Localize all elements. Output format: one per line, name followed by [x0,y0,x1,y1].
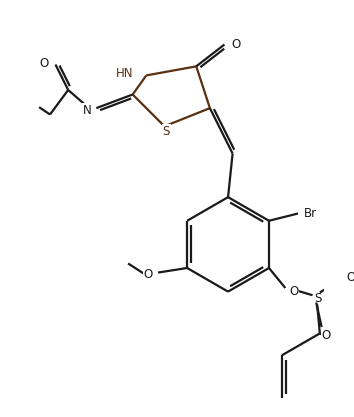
Text: N: N [83,104,92,117]
Text: S: S [314,292,322,305]
Text: O: O [322,329,331,342]
Text: HN: HN [116,67,133,80]
Text: O: O [143,269,153,281]
Text: O: O [40,57,49,70]
Text: O: O [289,285,298,298]
Text: Br: Br [303,207,316,220]
Text: O: O [346,271,354,284]
Text: O: O [232,38,241,51]
Text: S: S [162,125,170,138]
